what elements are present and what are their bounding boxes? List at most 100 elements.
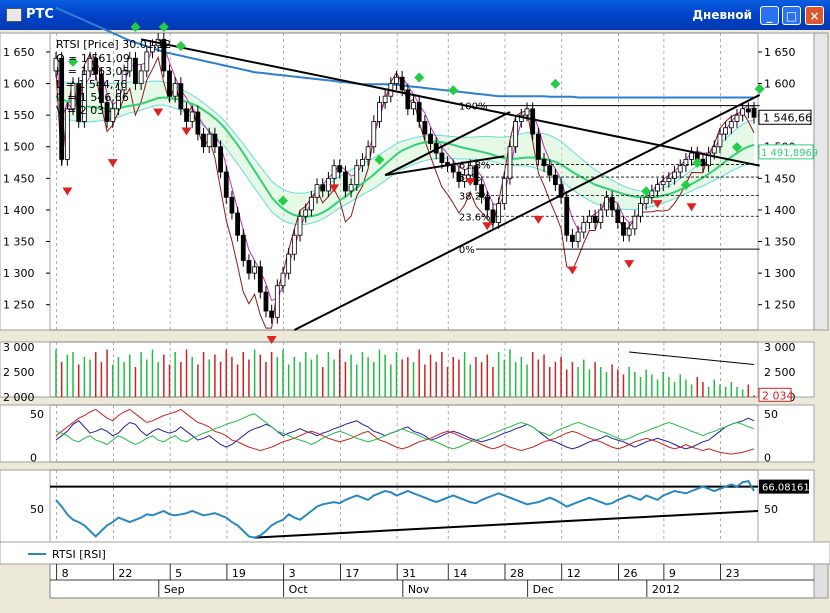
- fractal-up-marker: [374, 154, 385, 165]
- candle: [587, 215, 592, 223]
- candle: [98, 73, 104, 103]
- volume-last-box: [758, 387, 792, 402]
- candle: [218, 146, 223, 173]
- trendline-resistance: [140, 38, 760, 167]
- ma-value-label: 1 491,8969: [761, 148, 818, 159]
- candle: [81, 70, 87, 122]
- fractal-down-marker: [62, 187, 73, 196]
- candle: [297, 215, 303, 236]
- date-day-label: 8: [62, 567, 69, 580]
- candle: [172, 83, 178, 97]
- volume-tick-right: 2 500: [764, 366, 796, 379]
- candle: [64, 108, 70, 160]
- candle: [507, 146, 513, 179]
- volume-tick-right: 3 000: [764, 341, 796, 354]
- candle: [371, 121, 377, 148]
- candle: [240, 234, 246, 261]
- candle: [303, 209, 309, 217]
- y-tick-label-left: 1 300: [3, 267, 35, 280]
- candle: [728, 121, 734, 129]
- window-title: РТС: [26, 7, 54, 22]
- fib-level-label: 23.6%: [459, 212, 491, 223]
- candle: [541, 158, 547, 167]
- candle: [269, 310, 275, 318]
- candle: [689, 152, 694, 160]
- candle: [740, 108, 746, 116]
- candle: [189, 111, 195, 122]
- ohlc-row: C = 1 546,66: [56, 91, 129, 104]
- rsi-support-line: [254, 509, 759, 539]
- rsi-last-box: [759, 479, 809, 494]
- date-month-label: 2012: [652, 583, 680, 596]
- oscillator-tick-right: 0: [764, 452, 771, 465]
- date-axis-panel: [49, 563, 815, 599]
- candle: [138, 70, 144, 84]
- candle: [354, 165, 360, 186]
- candle: [479, 184, 485, 198]
- rsi-tick-left: 50: [30, 503, 44, 516]
- price-scrollbar: [813, 32, 829, 331]
- date-scrollbar: [813, 563, 829, 599]
- candle: [399, 76, 405, 91]
- candle: [223, 171, 229, 198]
- rsi-last-label: 66.08161: [762, 483, 810, 494]
- candle: [405, 89, 411, 110]
- close-button[interactable]: ×: [805, 6, 824, 25]
- date-day-label: 12: [567, 567, 581, 580]
- cloud-lower-line: [55, 104, 755, 226]
- candle: [655, 184, 660, 192]
- candle: [416, 102, 422, 122]
- y-tick-label-left: 1 400: [3, 204, 35, 217]
- candle: [308, 196, 314, 211]
- fib-level-label: 100%: [459, 102, 488, 113]
- last-price-label: 1 546,66: [763, 111, 812, 124]
- candle: [524, 108, 530, 116]
- fib-level-label: 38.2%: [459, 191, 491, 202]
- candle: [621, 222, 626, 236]
- price-left-axis: [0, 32, 51, 331]
- candle: [87, 57, 93, 72]
- maximize-button[interactable]: □: [782, 6, 801, 25]
- y-tick-label-left: 1 500: [3, 141, 35, 154]
- candle: [76, 83, 82, 122]
- y-tick-label-right: 1 250: [764, 299, 796, 312]
- candle: [450, 165, 456, 173]
- fractal-up-marker: [550, 78, 561, 89]
- candle: [552, 174, 558, 186]
- ichimoku-cloud: [56, 80, 754, 225]
- fractal-up-marker: [414, 72, 425, 83]
- candle: [59, 57, 65, 160]
- candle: [286, 253, 292, 274]
- trendline-minor-a: [384, 111, 511, 177]
- candle: [711, 146, 717, 154]
- candle: [116, 89, 121, 110]
- candle: [133, 57, 138, 84]
- trendline-support: [293, 94, 761, 331]
- oscillator-tick-left: 0: [30, 452, 37, 465]
- rsi-line: [55, 479, 755, 539]
- candle: [212, 133, 218, 148]
- osc-right-axis: [757, 404, 815, 463]
- moving-average-mid: [55, 95, 755, 218]
- oscillator-tick-left: 50: [30, 408, 44, 421]
- candle: [382, 95, 388, 103]
- date-day-label: 22: [118, 567, 132, 580]
- candle: [291, 234, 297, 255]
- candle: [632, 215, 638, 230]
- candle: [184, 108, 189, 122]
- minimize-button[interactable]: _: [760, 6, 779, 25]
- candle: [496, 203, 502, 223]
- date-month-label: Sep: [164, 583, 185, 596]
- candle: [201, 133, 206, 148]
- volume-tick-left: 3 000: [3, 341, 35, 354]
- volume-trendline: [629, 351, 755, 365]
- candle: [751, 107, 757, 118]
- candle: [246, 260, 252, 274]
- fractal-down-marker: [153, 108, 164, 117]
- candle: [314, 184, 320, 198]
- fractal-up-marker: [68, 56, 79, 67]
- candle: [195, 111, 201, 135]
- fractal-down-marker: [465, 178, 476, 187]
- ohlc-row: V = 2 034: [56, 104, 111, 117]
